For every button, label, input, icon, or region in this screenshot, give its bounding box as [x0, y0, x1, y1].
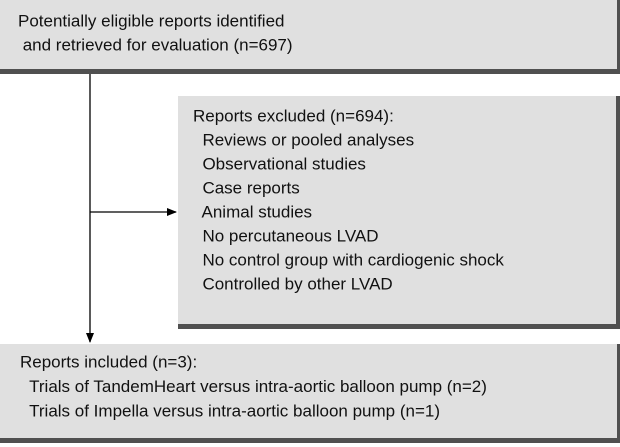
box-text: Animal studies: [193, 202, 312, 221]
box: [178, 96, 616, 324]
box-text: Reports included (n=3):: [20, 352, 197, 371]
box-text: Observational studies: [193, 154, 366, 173]
box-text: Reviews or pooled analyses: [193, 130, 414, 149]
box-text: Controlled by other LVAD: [193, 274, 393, 293]
box-text: Potentially eligible reports identified: [18, 11, 285, 30]
box-text: Trials of Impella versus intra-aortic ba…: [20, 401, 440, 420]
box-text: Trials of TandemHeart versus intra-aorti…: [20, 377, 487, 396]
box-text: No percutaneous LVAD: [193, 226, 379, 245]
box-text: Case reports: [193, 178, 300, 197]
box-text: No control group with cardiogenic shock: [193, 250, 504, 269]
box-text: Reports excluded (n=694):: [193, 106, 394, 125]
box: [0, 0, 617, 69]
box: [0, 344, 617, 438]
box-text: and retrieved for evaluation (n=697): [18, 35, 293, 54]
